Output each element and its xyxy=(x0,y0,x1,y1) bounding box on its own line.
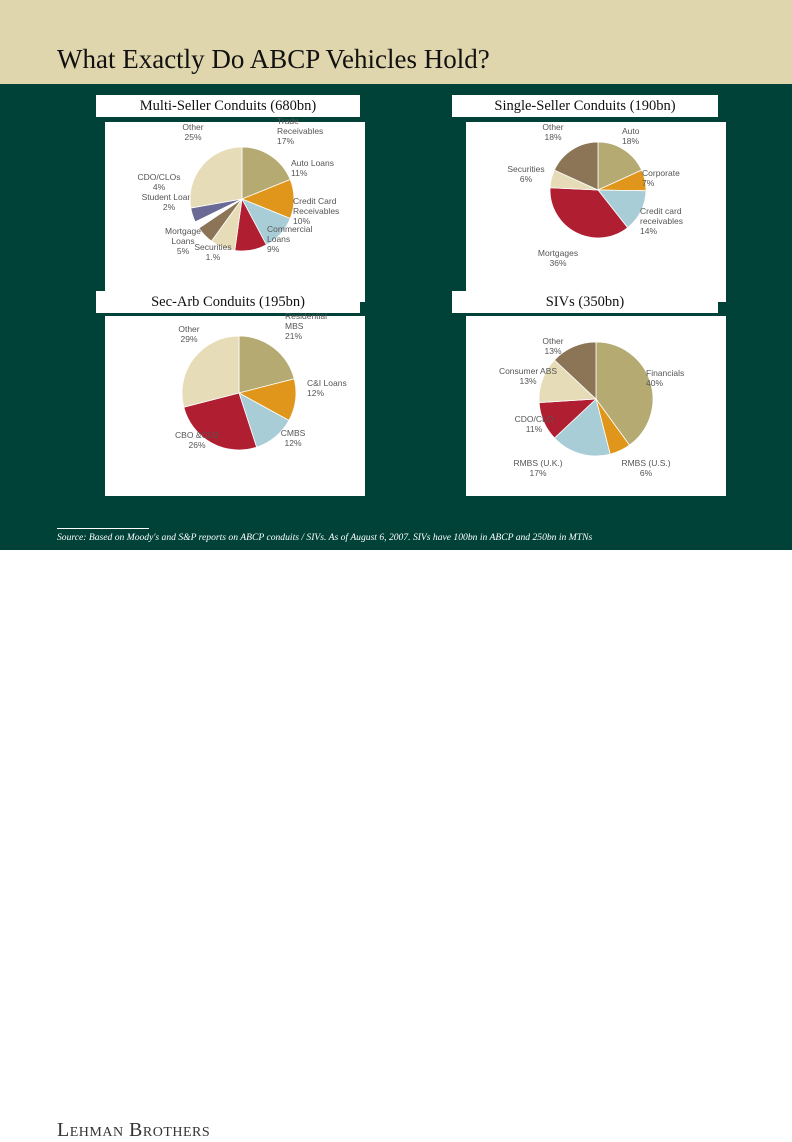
pie-slice-other xyxy=(553,141,599,191)
slice-label: Securities 6% xyxy=(507,164,544,184)
lehman-brothers-logo: Lehman Brothers xyxy=(57,1119,211,1141)
slice-label: RMBS (U.S.) 6% xyxy=(621,458,670,478)
slice-label: Commercial Loans 9% xyxy=(267,224,312,254)
slice-label: CDO/CLO 11% xyxy=(515,414,554,434)
sec-arb-chart: Residential MBS 21% C&I Loans 12% CMBS 12% CBO … xyxy=(105,311,365,496)
sivs-title: SIVs (350bn) xyxy=(452,291,718,313)
slice-label: Mortgages 36% xyxy=(538,248,578,268)
pie-slice-residential-mbs xyxy=(238,335,295,394)
pie-slice-other xyxy=(189,146,243,209)
slice-label: Financials 40% xyxy=(646,368,684,388)
pie-slice-mortgages xyxy=(549,187,629,239)
single-seller-pie: Auto 18% Corporate 7% Credit card receivables… xyxy=(507,122,683,268)
slice-label: CDO/CLOs 4% xyxy=(138,172,181,192)
slice-label: Credit card receivables 14% xyxy=(640,206,683,236)
pie-slice-other xyxy=(553,341,597,400)
header-band: What Exactly Do ABCP Vehicles Hold? xyxy=(0,0,792,84)
slice-label: Mortgage Loans 5% xyxy=(165,226,201,256)
slice-label: Other 13% xyxy=(542,336,563,356)
slice-label: C&I Loans 12% xyxy=(307,378,347,398)
source-note: Source: Based on Moody's and S&P reports… xyxy=(57,532,593,543)
single-seller-chart: Auto 18% Corporate 7% Credit card receivables… xyxy=(466,122,726,302)
pie-slice-auto xyxy=(597,141,643,191)
slice-label: Auto Loans 11% xyxy=(291,158,334,178)
pie-slice-other xyxy=(181,335,240,408)
multi-seller-pie: Trade Receivables 17% Auto Loans 11% Credit C… xyxy=(138,116,340,262)
slice-label: Residential MBS 21% xyxy=(285,311,327,341)
sivs-chart: Financials 40% RMBS (U.S.) 6% RMBS (U.K.) 17%… xyxy=(466,316,726,496)
pie-slice-rmbs-u-k- xyxy=(553,398,611,457)
slice-label: Student Loans 2% xyxy=(142,192,197,212)
sec-arb-title: Sec-Arb Conduits (195bn) xyxy=(96,291,360,313)
slice-label: RMBS (U.K.) 17% xyxy=(513,458,562,478)
slice-label: Trade Receivables 17% xyxy=(277,116,323,146)
slice-label: Other 29% xyxy=(178,324,199,344)
slice-label: Other 18% xyxy=(542,122,563,142)
slice-label: Consumer ABS 13% xyxy=(499,366,557,386)
footer-band: Lehman Brothers xyxy=(0,550,792,1141)
pie-slice-trade-receivables xyxy=(241,146,291,200)
page-title: What Exactly Do ABCP Vehicles Hold? xyxy=(57,44,490,74)
slice-label: Credit Card Receivables 10% xyxy=(293,196,339,226)
slice-label: Auto 18% xyxy=(622,126,640,146)
source-divider xyxy=(57,528,149,529)
multi-seller-chart: Trade Receivables 17% Auto Loans 11% Credit C… xyxy=(105,116,365,302)
sec-arb-pie: Residential MBS 21% C&I Loans 12% CMBS 12% CBO … xyxy=(175,311,347,451)
pie-slice-cbo-clo xyxy=(183,392,258,451)
slice-label: CMBS 12% xyxy=(281,428,306,448)
single-seller-title: Single-Seller Conduits (190bn) xyxy=(452,95,718,117)
slice-label: Corporate 7% xyxy=(642,168,680,188)
sivs-pie: Financials 40% RMBS (U.S.) 6% RMBS (U.K.) 17%… xyxy=(499,336,684,478)
pie-slice-financials xyxy=(595,341,654,446)
slice-label: Other 25% xyxy=(182,122,203,142)
multi-seller-title: Multi-Seller Conduits (680bn) xyxy=(96,95,360,117)
chart-panel: Multi-Seller Conduits (680bn) Trade Recei… xyxy=(0,84,792,550)
slice-label: CBO &CLO 26% xyxy=(175,430,219,450)
slice-label: Securities 1.% xyxy=(194,242,231,262)
